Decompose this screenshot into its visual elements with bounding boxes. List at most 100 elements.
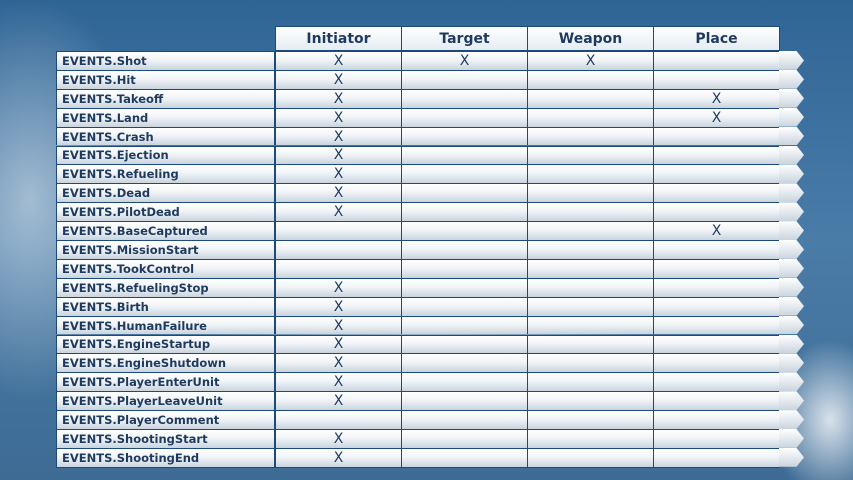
mark-initiator: X — [275, 315, 402, 335]
column-header-weapon: Weapon — [527, 26, 654, 51]
mark-place — [653, 353, 780, 373]
event-name: EVENTS.ShootingEnd — [56, 447, 275, 467]
mark-weapon — [527, 296, 654, 316]
mark-initiator: X — [275, 429, 402, 448]
mark-target — [401, 353, 528, 373]
table-row: EVENTS.RefuelingStop X — [56, 277, 804, 297]
mark-target — [401, 258, 528, 278]
table-row: EVENTS.HumanFailure X — [56, 315, 804, 335]
mark-weapon — [527, 88, 654, 108]
mark-place: X — [653, 221, 780, 240]
mark-weapon — [527, 334, 654, 354]
mark-initiator: X — [275, 126, 402, 146]
mark-weapon — [527, 372, 654, 392]
mark-initiator: X — [275, 183, 402, 203]
mark-place — [653, 429, 780, 448]
row-arrow-icon — [779, 88, 804, 108]
mark-target — [401, 126, 528, 146]
mark-weapon: X — [527, 51, 654, 70]
mark-weapon — [527, 315, 654, 335]
row-arrow-icon — [779, 447, 804, 467]
mark-initiator: X — [275, 107, 402, 127]
mark-initiator — [275, 221, 402, 240]
table-row: EVENTS.BaseCaptured X — [56, 221, 804, 240]
table-row: EVENTS.Land X X — [56, 107, 804, 127]
mark-place — [653, 391, 780, 411]
mark-initiator: X — [275, 88, 402, 108]
table-row: EVENTS.ShootingStart X — [56, 429, 804, 448]
event-name: EVENTS.TookControl — [56, 258, 275, 278]
mark-target — [401, 410, 528, 429]
row-arrow-icon — [779, 221, 804, 240]
mark-weapon — [527, 353, 654, 373]
mark-place — [653, 410, 780, 429]
mark-weapon — [527, 447, 654, 467]
row-arrow-icon — [779, 183, 804, 203]
mark-place — [653, 334, 780, 354]
row-arrow-icon — [779, 277, 804, 297]
event-name: EVENTS.EngineStartup — [56, 334, 275, 354]
event-name: EVENTS.PlayerLeaveUnit — [56, 391, 275, 411]
event-name: EVENTS.Shot — [56, 51, 275, 70]
mark-target — [401, 221, 528, 240]
table-row: EVENTS.Birth X — [56, 296, 804, 316]
mark-initiator: X — [275, 69, 402, 89]
mark-initiator — [275, 258, 402, 278]
mark-place — [653, 126, 780, 146]
mark-place — [653, 69, 780, 89]
event-name: EVENTS.Takeoff — [56, 88, 275, 108]
mark-weapon — [527, 69, 654, 89]
table-row: EVENTS.PlayerLeaveUnit X — [56, 391, 804, 411]
mark-target — [401, 277, 528, 297]
mark-initiator: X — [275, 334, 402, 354]
mark-place — [653, 145, 780, 165]
mark-initiator: X — [275, 51, 402, 70]
mark-target — [401, 69, 528, 89]
column-header-place: Place — [653, 26, 780, 51]
mark-target: X — [401, 51, 528, 70]
event-name: EVENTS.PilotDead — [56, 202, 275, 222]
mark-initiator — [275, 410, 402, 429]
row-arrow-icon — [779, 315, 804, 335]
mark-target — [401, 88, 528, 108]
event-name: EVENTS.Dead — [56, 183, 275, 203]
mark-weapon — [527, 107, 654, 127]
table-row: EVENTS.EngineStartup X — [56, 334, 804, 354]
mark-initiator: X — [275, 353, 402, 373]
event-name: EVENTS.Land — [56, 107, 275, 127]
event-name: EVENTS.BaseCaptured — [56, 221, 275, 240]
mark-weapon — [527, 126, 654, 146]
event-name: EVENTS.Birth — [56, 296, 275, 316]
mark-target — [401, 164, 528, 184]
mark-place: X — [653, 107, 780, 127]
mark-target — [401, 334, 528, 354]
table-row: EVENTS.MissionStart — [56, 240, 804, 259]
mark-weapon — [527, 258, 654, 278]
table-row: EVENTS.Refueling X — [56, 164, 804, 184]
mark-weapon — [527, 202, 654, 222]
mark-initiator — [275, 240, 402, 259]
mark-weapon — [527, 277, 654, 297]
mark-place — [653, 51, 780, 70]
row-arrow-icon — [779, 145, 804, 165]
mark-target — [401, 447, 528, 467]
mark-target — [401, 183, 528, 203]
row-arrow-icon — [779, 429, 804, 448]
table-row: EVENTS.PlayerEnterUnit X — [56, 372, 804, 392]
table-row: EVENTS.ShootingEnd X — [56, 447, 804, 467]
mark-initiator: X — [275, 447, 402, 467]
mark-place — [653, 277, 780, 297]
mark-weapon — [527, 145, 654, 165]
mark-place — [653, 202, 780, 222]
row-arrow-icon — [779, 410, 804, 429]
row-arrow-icon — [779, 372, 804, 392]
mark-target — [401, 296, 528, 316]
mark-target — [401, 202, 528, 222]
mark-target — [401, 315, 528, 335]
mark-target — [401, 429, 528, 448]
mark-initiator: X — [275, 277, 402, 297]
mark-place — [653, 240, 780, 259]
table-row: EVENTS.TookControl — [56, 258, 804, 278]
mark-weapon — [527, 164, 654, 184]
row-arrow-icon — [779, 107, 804, 127]
